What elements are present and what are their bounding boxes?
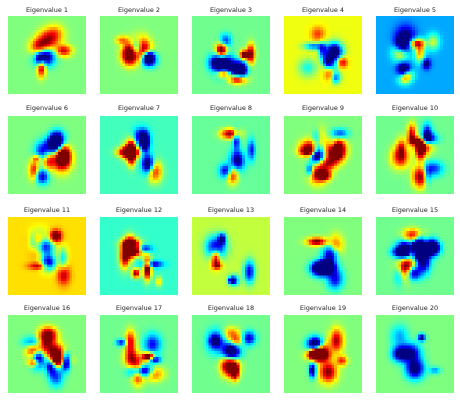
eigenvalue-panel: Eigenvalue 12 xyxy=(94,206,184,295)
eigenvalue-panel: Eigenvalue 5 xyxy=(370,6,460,94)
eigenvector-heatmap-image xyxy=(8,16,86,94)
eigenvalue-panel: Eigenvalue 13 xyxy=(186,206,276,295)
eigenvector-heatmap-image xyxy=(100,315,178,393)
eigenvector-heatmap-image xyxy=(8,315,86,393)
eigenvector-heatmap-image xyxy=(192,116,270,194)
eigenvalue-panel: Eigenvalue 1 xyxy=(2,6,92,94)
eigenvector-heatmap-image xyxy=(192,16,270,94)
eigenvalue-panel: Eigenvalue 6 xyxy=(2,104,92,194)
eigenvalue-panel: Eigenvalue 14 xyxy=(278,206,368,295)
panel-title: Eigenvalue 8 xyxy=(209,104,253,112)
eigenvalue-panel: Eigenvalue 4 xyxy=(278,6,368,94)
eigenvector-heatmap-image xyxy=(192,315,270,393)
panel-title: Eigenvalue 20 xyxy=(391,304,439,312)
panel-title: Eigenvalue 9 xyxy=(301,104,345,112)
panel-title: Eigenvalue 5 xyxy=(393,6,437,14)
panel-title: Eigenvalue 11 xyxy=(23,206,71,214)
panel-title: Eigenvalue 18 xyxy=(207,304,255,312)
eigenvector-heatmap-image xyxy=(376,116,454,194)
eigenvector-heatmap-image xyxy=(376,217,454,295)
eigenvalue-panel: Eigenvalue 10 xyxy=(370,104,460,194)
eigenvector-heatmap-image xyxy=(100,16,178,94)
eigenvalue-panel: Eigenvalue 17 xyxy=(94,304,184,393)
eigenvalue-panel: Eigenvalue 18 xyxy=(186,304,276,393)
eigenvector-heatmap-image xyxy=(100,217,178,295)
panel-title: Eigenvalue 10 xyxy=(391,104,439,112)
panel-title: Eigenvalue 6 xyxy=(25,104,69,112)
panel-title: Eigenvalue 15 xyxy=(391,206,439,214)
eigenvector-heatmap-image xyxy=(8,116,86,194)
eigenvector-heatmap-image xyxy=(192,217,270,295)
panel-title: Eigenvalue 13 xyxy=(207,206,255,214)
panel-title: Eigenvalue 12 xyxy=(115,206,163,214)
panel-title: Eigenvalue 17 xyxy=(115,304,163,312)
eigenvector-heatmap-image xyxy=(284,217,362,295)
eigenvalue-panel: Eigenvalue 9 xyxy=(278,104,368,194)
panel-title: Eigenvalue 19 xyxy=(299,304,347,312)
eigenvalue-panel: Eigenvalue 19 xyxy=(278,304,368,393)
eigenvector-heatmap-image xyxy=(284,16,362,94)
eigenvalue-panel: Eigenvalue 11 xyxy=(2,206,92,295)
panel-title: Eigenvalue 7 xyxy=(117,104,161,112)
eigenvector-heatmap-image xyxy=(376,315,454,393)
panel-title: Eigenvalue 4 xyxy=(301,6,345,14)
eigenvector-heatmap-image xyxy=(376,16,454,94)
panel-title: Eigenvalue 16 xyxy=(23,304,71,312)
eigenvalue-panel: Eigenvalue 16 xyxy=(2,304,92,393)
eigenvector-heatmap-image xyxy=(100,116,178,194)
eigenvalue-panel: Eigenvalue 3 xyxy=(186,6,276,94)
eigenvector-heatmap-image xyxy=(8,217,86,295)
panel-title: Eigenvalue 14 xyxy=(299,206,347,214)
panel-title: Eigenvalue 1 xyxy=(25,6,69,14)
panel-title: Eigenvalue 3 xyxy=(209,6,253,14)
eigenvalue-panel: Eigenvalue 15 xyxy=(370,206,460,295)
eigenvalue-panel: Eigenvalue 2 xyxy=(94,6,184,94)
panel-title: Eigenvalue 2 xyxy=(117,6,161,14)
eigenvalue-panel: Eigenvalue 20 xyxy=(370,304,460,393)
eigenvalue-panel: Eigenvalue 8 xyxy=(186,104,276,194)
eigenvector-heatmap-image xyxy=(284,315,362,393)
eigenvector-heatmap-image xyxy=(284,116,362,194)
eigenvalue-panel: Eigenvalue 7 xyxy=(94,104,184,194)
